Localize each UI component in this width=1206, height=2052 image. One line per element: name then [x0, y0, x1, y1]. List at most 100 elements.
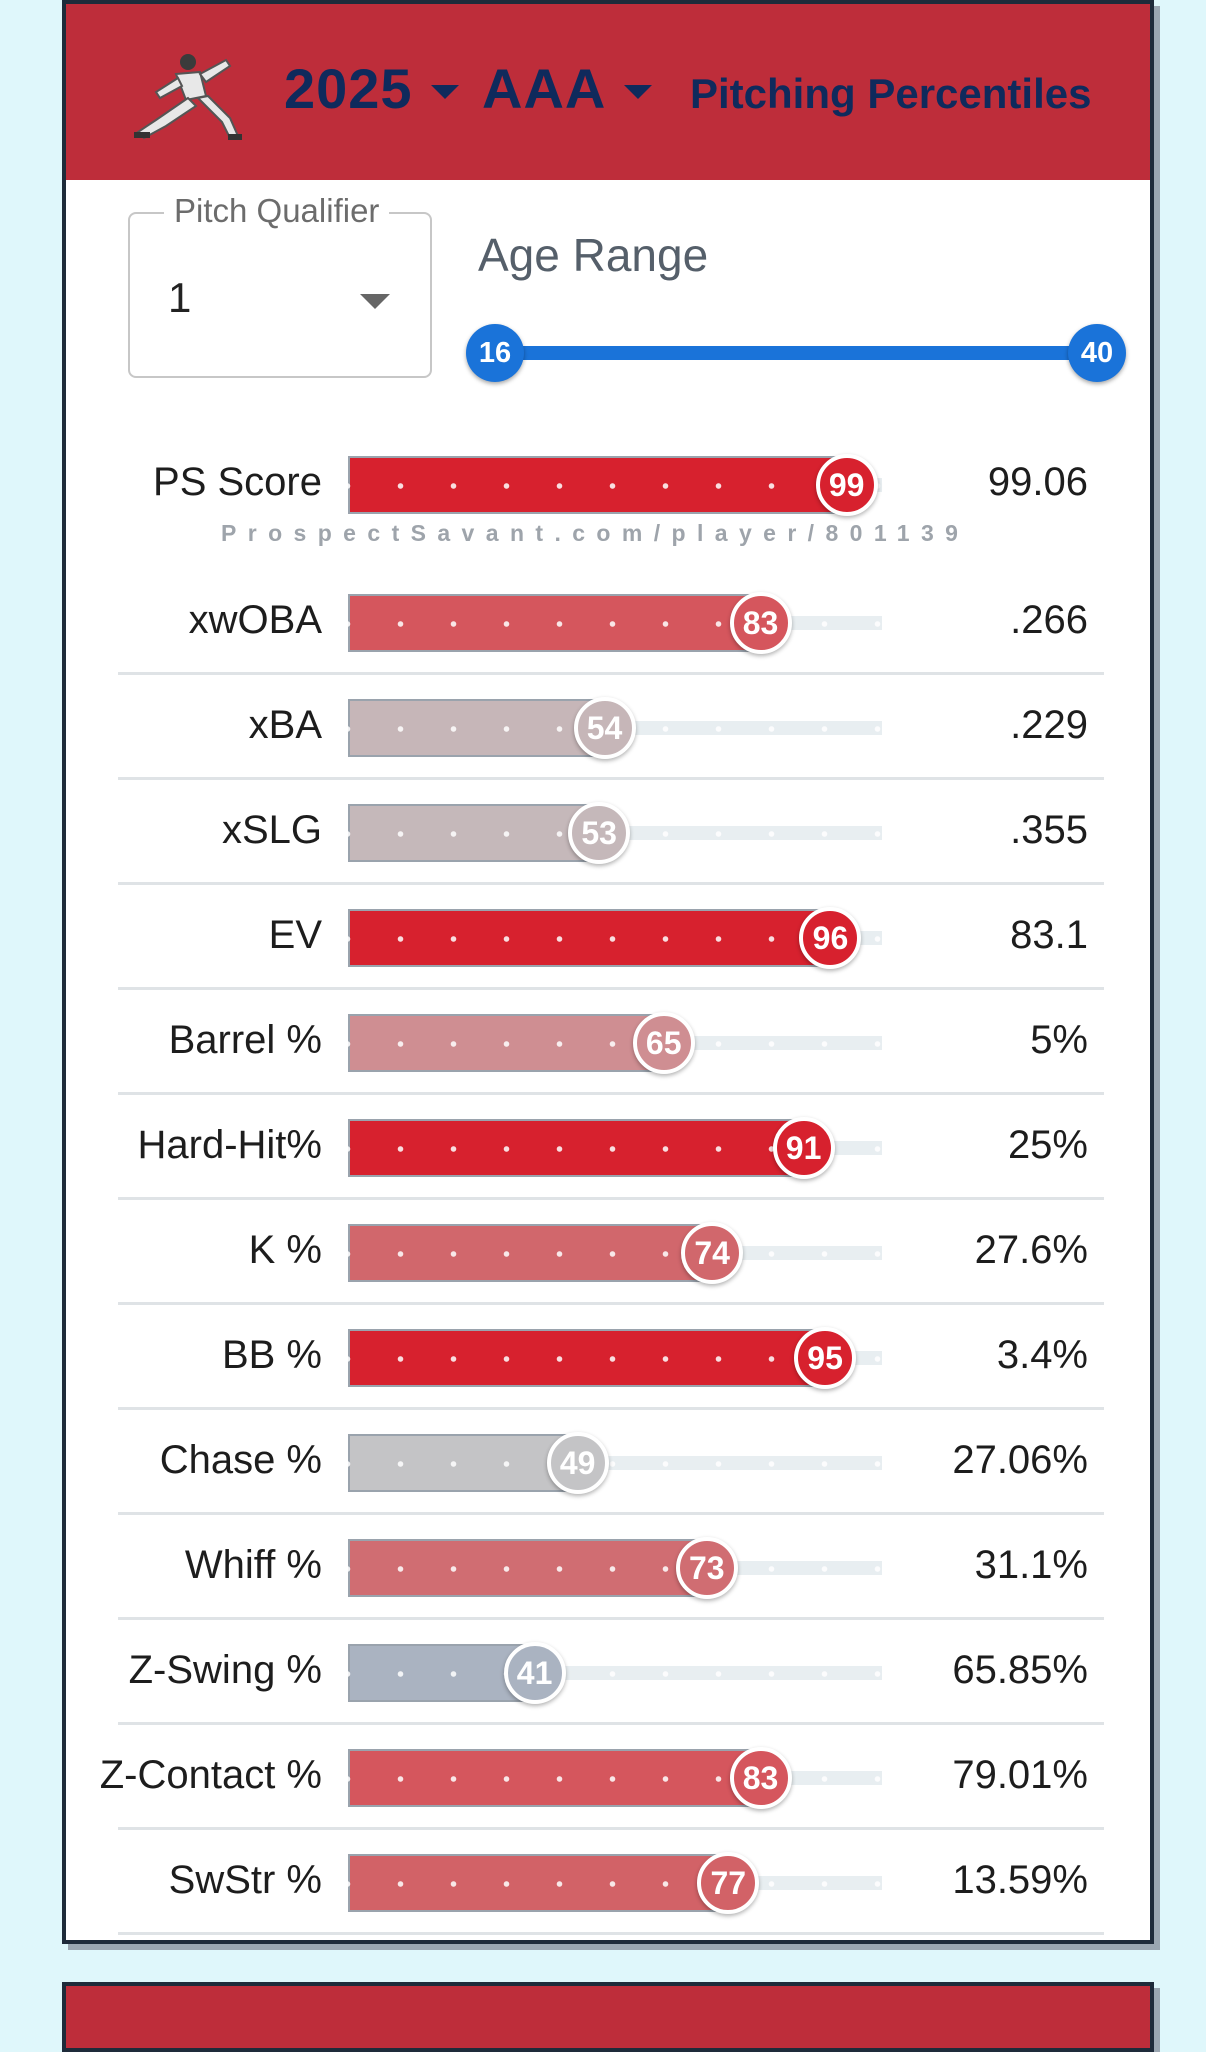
- stat-label: SwStr %: [168, 1858, 322, 1902]
- stat-row: Chase % 49 27.06%: [66, 1410, 1150, 1515]
- row-divider: [118, 672, 1104, 675]
- row-divider: [118, 1722, 1104, 1725]
- percentile-dots: [348, 1251, 888, 1257]
- stat-value: 27.6%: [974, 1228, 1088, 1272]
- percentile-badge[interactable]: 49: [546, 1432, 609, 1494]
- stat-value: .266: [1010, 598, 1088, 642]
- pitch-qualifier-select[interactable]: Pitch Qualifier 1: [128, 192, 432, 378]
- stat-row: PS Score 99 99.06 ProspectSavant.com/player…: [66, 432, 1150, 570]
- row-divider: [118, 882, 1104, 885]
- stat-label: Whiff %: [184, 1543, 322, 1587]
- percentile-badge[interactable]: 83: [729, 592, 792, 654]
- age-range-track[interactable]: [486, 346, 1086, 360]
- stat-row: Hard-Hit% 91 25%: [66, 1095, 1150, 1200]
- stat-row: Z-Swing % 41 65.85%: [66, 1620, 1150, 1725]
- row-divider: [118, 987, 1104, 990]
- season-value: 2025: [284, 57, 413, 120]
- pitch-qualifier-label: Pitch Qualifier: [164, 192, 390, 230]
- stat-row: xBA 54 .229: [66, 675, 1150, 780]
- stat-value: 25%: [1007, 1123, 1088, 1167]
- row-divider: [118, 1197, 1104, 1200]
- stat-label: Barrel %: [168, 1018, 322, 1062]
- stat-label: PS Score: [153, 460, 322, 504]
- stat-value: 5%: [1030, 1018, 1088, 1062]
- percentile-badge[interactable]: 95: [794, 1327, 857, 1389]
- row-divider: [118, 1302, 1104, 1305]
- chevron-down-icon: [430, 84, 459, 99]
- percentile-dots: [348, 1671, 888, 1677]
- row-divider: [118, 1932, 1104, 1935]
- stats-list: PS Score 99 99.06 ProspectSavant.com/player…: [66, 432, 1150, 1935]
- chevron-down-icon: [624, 84, 653, 99]
- stat-label: Z-Contact %: [99, 1753, 322, 1797]
- level-value: AAA: [482, 57, 607, 120]
- percentile-dots: [348, 1461, 888, 1467]
- row-divider: [118, 777, 1104, 780]
- level-select[interactable]: AAA: [482, 56, 653, 121]
- percentile-badge[interactable]: 96: [799, 907, 862, 969]
- age-max-handle[interactable]: 40: [1068, 324, 1126, 382]
- stat-label: xBA: [248, 703, 322, 747]
- stat-value: 65.85%: [952, 1648, 1088, 1692]
- stat-value: 83.1: [1010, 913, 1088, 957]
- percentile-dots: [348, 936, 888, 942]
- stat-label: Hard-Hit%: [137, 1123, 322, 1167]
- percentile-dots: [348, 1881, 888, 1887]
- percentile-badge[interactable]: 99: [815, 454, 878, 516]
- stat-label: BB %: [221, 1333, 322, 1377]
- stat-row: BB % 95 3.4%: [66, 1305, 1150, 1410]
- watermark-text: ProspectSavant.com/player/801139: [221, 520, 970, 546]
- percentile-dots: [348, 1041, 888, 1047]
- stat-value: 13.59%: [952, 1858, 1088, 1902]
- stat-row: EV 96 83.1: [66, 885, 1150, 990]
- stat-label: Z-Swing %: [128, 1648, 322, 1692]
- age-range-label: Age Range: [478, 229, 709, 281]
- stat-value: 79.01%: [952, 1753, 1088, 1797]
- stat-value: .229: [1010, 703, 1088, 747]
- percentiles-card: 2025 AAA Pitching Percentiles Pitch Qual…: [62, 0, 1154, 1944]
- percentile-dots: [348, 1146, 888, 1152]
- percentile-badge[interactable]: 73: [675, 1537, 738, 1599]
- stat-value: 3.4%: [996, 1333, 1088, 1377]
- percentile-badge[interactable]: 74: [681, 1222, 744, 1284]
- pitcher-icon: [134, 54, 242, 140]
- stat-row: SwStr % 77 13.59%: [66, 1830, 1150, 1935]
- percentile-dots: [348, 1566, 888, 1572]
- stat-value: 99.06: [987, 460, 1088, 504]
- percentile-badge[interactable]: 91: [772, 1117, 835, 1179]
- stat-row: xwOBA 83 .266: [66, 570, 1150, 675]
- stat-label: xwOBA: [188, 598, 322, 642]
- stat-label: Chase %: [159, 1438, 322, 1482]
- row-divider: [118, 1092, 1104, 1095]
- next-card-header: [62, 1982, 1154, 2052]
- percentile-badge[interactable]: 53: [568, 802, 631, 864]
- page-title: Pitching Percentiles: [690, 70, 1092, 117]
- stat-label: EV: [268, 913, 322, 957]
- percentile-badge[interactable]: 77: [697, 1852, 760, 1914]
- row-divider: [118, 1617, 1104, 1620]
- stat-row: Whiff % 73 31.1%: [66, 1515, 1150, 1620]
- row-divider: [118, 1512, 1104, 1515]
- row-divider: [118, 1407, 1104, 1410]
- percentile-dots: [348, 483, 888, 489]
- card-header: 2025 AAA Pitching Percentiles: [66, 4, 1150, 180]
- season-select[interactable]: 2025: [284, 56, 459, 121]
- pitch-qualifier-value: 1: [168, 274, 192, 321]
- row-divider: [118, 1827, 1104, 1830]
- percentile-badge[interactable]: 41: [503, 1642, 566, 1704]
- age-min-handle[interactable]: 16: [466, 324, 524, 382]
- stat-row: K % 74 27.6%: [66, 1200, 1150, 1305]
- percentile-badge[interactable]: 83: [729, 1747, 792, 1809]
- stat-label: xSLG: [221, 808, 322, 852]
- stat-row: Barrel % 65 5%: [66, 990, 1150, 1095]
- dropdown-arrow-icon: [360, 294, 390, 309]
- stat-value: 31.1%: [974, 1543, 1088, 1587]
- percentile-dots: [348, 621, 888, 627]
- stat-row: xSLG 53 .355: [66, 780, 1150, 885]
- stat-value: .355: [1010, 808, 1088, 852]
- stat-value: 27.06%: [952, 1438, 1088, 1482]
- percentile-badge[interactable]: 54: [573, 697, 636, 759]
- percentile-badge[interactable]: 65: [632, 1012, 695, 1074]
- percentile-dots: [348, 1776, 888, 1782]
- stat-label: K %: [248, 1228, 322, 1272]
